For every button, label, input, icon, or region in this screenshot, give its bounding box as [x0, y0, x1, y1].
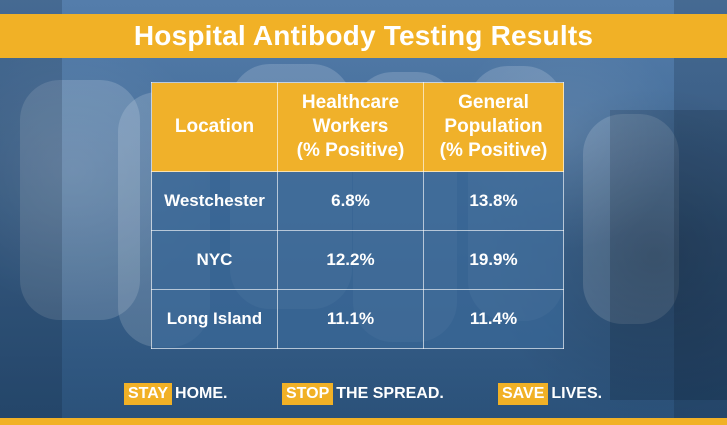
- slogan-text: HOME.: [175, 385, 228, 402]
- cell-healthcare-workers: 6.8%: [277, 171, 424, 231]
- table-header-row: Location Healthcare Workers (% Positive)…: [151, 82, 564, 172]
- cell-general-population: 19.9%: [423, 230, 564, 290]
- slogan-text: LIVES.: [551, 385, 603, 402]
- slogan-item: SAVE LIVES.: [498, 383, 602, 405]
- title-bar: Hospital Antibody Testing Results: [0, 14, 727, 58]
- cell-healthcare-workers: 12.2%: [277, 230, 424, 290]
- table-row: Long Island 11.1% 11.4%: [151, 289, 564, 349]
- bottom-accent-strip: [0, 418, 727, 425]
- cell-location: Long Island: [151, 289, 278, 349]
- slogan-text: THE SPREAD.: [336, 385, 444, 402]
- header-location: Location: [151, 82, 278, 172]
- cell-location: Westchester: [151, 171, 278, 231]
- cell-general-population: 11.4%: [423, 289, 564, 349]
- header-healthcare-workers: Healthcare Workers (% Positive): [277, 82, 424, 172]
- slogan-keyword: SAVE: [498, 383, 549, 405]
- page-title: Hospital Antibody Testing Results: [133, 20, 594, 51]
- table-row: Westchester 6.8% 13.8%: [151, 171, 564, 231]
- slogan-keyword: STOP: [282, 383, 334, 405]
- header-general-population: General Population (% Positive): [423, 82, 564, 172]
- table-row: NYC 12.2% 19.9%: [151, 230, 564, 290]
- cell-healthcare-workers: 11.1%: [277, 289, 424, 349]
- slogan-keyword: STAY: [124, 383, 173, 405]
- slogan-item: STOP THE SPREAD.: [282, 383, 444, 405]
- results-table: Location Healthcare Workers (% Positive)…: [151, 82, 564, 349]
- slogan-item: STAY HOME.: [124, 383, 227, 405]
- cell-general-population: 13.8%: [423, 171, 564, 231]
- cell-location: NYC: [151, 230, 278, 290]
- results-table-container: Location Healthcare Workers (% Positive)…: [151, 82, 564, 349]
- footer-slogan: STAY HOME. STOP THE SPREAD. SAVE LIVES.: [0, 383, 727, 405]
